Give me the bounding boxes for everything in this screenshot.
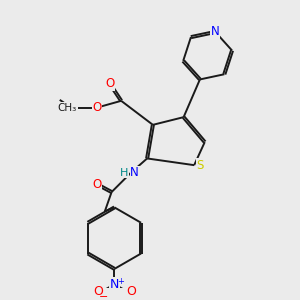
- Text: N: N: [211, 26, 220, 38]
- Text: O: O: [105, 77, 114, 90]
- Text: O: O: [93, 178, 102, 191]
- Text: +: +: [117, 277, 124, 286]
- Text: −: −: [99, 292, 109, 300]
- Text: O: O: [93, 101, 102, 114]
- Text: N: N: [130, 166, 139, 179]
- Text: O: O: [126, 285, 136, 298]
- Text: N: N: [110, 278, 119, 291]
- Text: H: H: [120, 168, 128, 178]
- Text: CH₃: CH₃: [58, 103, 77, 112]
- Text: O: O: [93, 285, 103, 298]
- Text: S: S: [196, 159, 204, 172]
- Text: methyl: methyl: [67, 107, 72, 108]
